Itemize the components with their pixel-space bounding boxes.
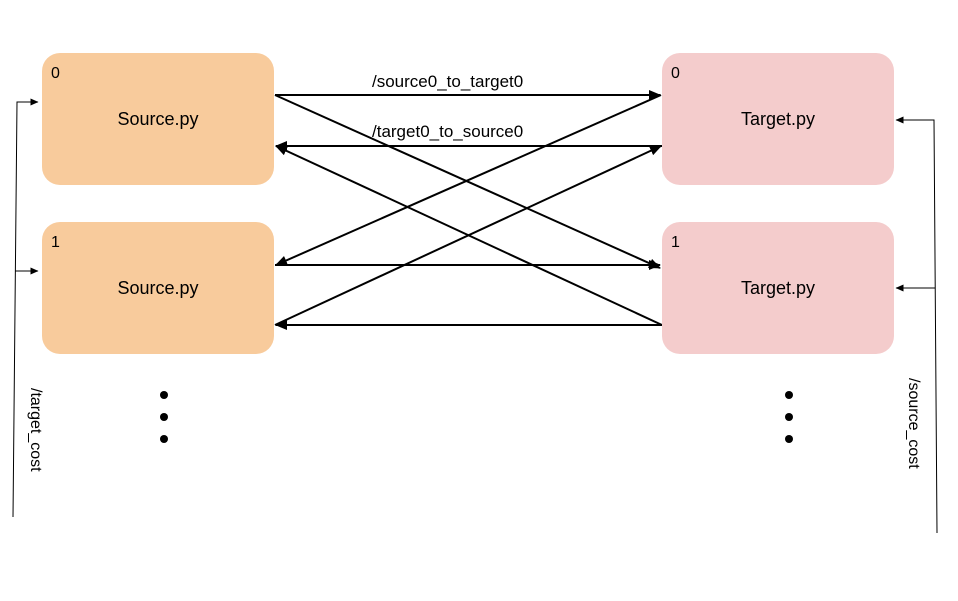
edge-target0-to-source1 [275, 94, 662, 266]
source-cost-line [895, 116, 938, 534]
edge-source1-to-target0 [274, 145, 662, 326]
source-node-index: 0 [51, 65, 60, 82]
source-node-1: 1 Source.py [42, 222, 274, 354]
edge-label-source-to-target: /source0_to_target0 [372, 72, 524, 91]
vertical-ellipsis-icon [160, 391, 170, 457]
target-node-0: 0 Target.py [662, 53, 894, 185]
target-cost-label: /target_cost [27, 388, 44, 472]
source-node-0: 0 Source.py [42, 53, 274, 185]
target-node-label: Target.py [740, 278, 816, 298]
target-cost-line [12, 98, 39, 518]
source-node-label: Source.py [117, 278, 199, 298]
target-node-1: 1 Target.py [662, 222, 894, 354]
target-node-index: 1 [671, 234, 680, 251]
vertical-ellipsis-icon [785, 391, 795, 457]
edge-label-target-to-source: /target0_to_source0 [372, 122, 524, 141]
source-node-label: Source.py [117, 109, 199, 129]
target-node-label: Target.py [740, 109, 816, 129]
source-cost-label: /source_cost [905, 378, 922, 469]
target-node-index: 0 [671, 65, 680, 82]
source-node-index: 1 [51, 234, 60, 251]
